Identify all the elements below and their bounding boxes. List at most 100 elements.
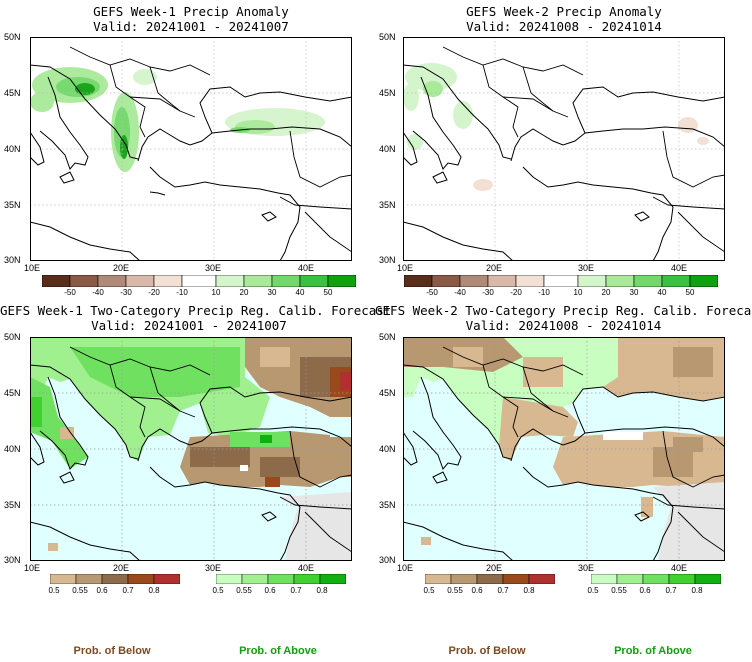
panel1-ytick-35n: 35N (4, 200, 21, 210)
cb4b-label: 0.6 (471, 586, 483, 595)
cb3a-label: 0.6 (264, 586, 276, 595)
cb3a-seg (241, 574, 269, 584)
cb1-seg (97, 275, 127, 287)
panel1-title-line1: GEFS Week-1 Precip Anomaly (93, 4, 289, 19)
panel1-map (30, 37, 352, 261)
panel2-ytick-30n: 30N (379, 255, 396, 265)
panel4-ytick-30n: 30N (379, 555, 396, 565)
cb2-seg (689, 275, 718, 287)
cb3b-seg (101, 574, 129, 584)
cb1-seg (42, 275, 71, 287)
panel1-ytick-45n: 45N (4, 88, 21, 98)
cb1-label: -40 (92, 288, 104, 297)
panel3-title-line1: GEFS Week-1 Two-Category Precip Reg. Cal… (0, 303, 392, 318)
cb3b-seg (75, 574, 103, 584)
cb4b-seg (502, 574, 530, 584)
cb2-seg (487, 275, 517, 287)
panel4-title: GEFS Week-2 Two-Category Precip Reg. Cal… (375, 303, 752, 333)
cb2-label: -10 (538, 288, 550, 297)
panel1-xtick-30e: 30E (205, 263, 222, 273)
panel4-xtick-30e: 30E (578, 563, 595, 573)
cb3a-seg (216, 574, 243, 584)
cb2-label: -20 (510, 288, 522, 297)
cb4b-label: 0.55 (447, 586, 463, 595)
cb3b-label: 0.6 (96, 586, 108, 595)
panel3-ytick-45n: 45N (4, 388, 21, 398)
cb4b-seg (425, 574, 452, 584)
cb4a-seg (616, 574, 644, 584)
panel4-prob-below-caption: Prob. of Below (448, 645, 526, 657)
panel4-xtick-40e: 40E (671, 563, 688, 573)
panel3-borders (69, 346, 352, 553)
cb4b-seg (450, 574, 478, 584)
cb1-label: 20 (239, 288, 249, 297)
cb1-seg (181, 275, 217, 287)
panel4-coastlines (403, 364, 725, 561)
cb1-seg (299, 275, 329, 287)
panel1-ytick-30n: 30N (4, 255, 21, 265)
panel3-ytick-40n: 40N (4, 444, 21, 454)
panel2-xtick-40e: 40E (671, 263, 688, 273)
panel2-xtick-30e: 30E (578, 263, 595, 273)
cb2-seg (543, 275, 579, 287)
cb3b-seg (153, 574, 180, 584)
panel2-ytick-35n: 35N (379, 200, 396, 210)
cb4a-label: 0.7 (665, 586, 677, 595)
panel2-title-line1: GEFS Week-2 Precip Anomaly (466, 4, 662, 19)
cb3b-seg (50, 574, 77, 584)
cb4a-seg (591, 574, 618, 584)
panel4-xtick-10e: 10E (397, 563, 414, 573)
panel3-coastlines (30, 364, 352, 561)
panel1-title: GEFS Week-1 Precip Anomaly Valid: 202410… (30, 4, 352, 34)
cb4a-seg (694, 574, 721, 584)
cb2-label: 40 (657, 288, 667, 297)
cb2-label: -30 (482, 288, 494, 297)
panel4-map (403, 337, 725, 561)
panel3-title: GEFS Week-1 Two-Category Precip Reg. Cal… (0, 303, 392, 333)
panel3-title-line2: Valid: 20241001 - 20241007 (91, 318, 287, 333)
cb3a-label: 0.7 (290, 586, 302, 595)
cb2-label: 50 (685, 288, 695, 297)
panel2-ytick-40n: 40N (379, 144, 396, 154)
cb1-seg (153, 275, 183, 287)
panel3-prob-above-caption: Prob. of Above (239, 645, 317, 657)
panel3-xtick-40e: 40E (298, 563, 315, 573)
panel3-above-colorbar (216, 574, 346, 584)
cb4a-label: 0.5 (587, 586, 599, 595)
cb1-label: -20 (148, 288, 160, 297)
cb2-label: 10 (573, 288, 583, 297)
cb4a-label: 0.8 (691, 586, 703, 595)
cb2-seg (577, 275, 607, 287)
cb2-seg (661, 275, 691, 287)
cb2-seg (633, 275, 663, 287)
panel3-map (30, 337, 352, 561)
cb2-label: 30 (629, 288, 639, 297)
cb1-seg (215, 275, 245, 287)
panel4-borders (442, 346, 725, 553)
cb4b-label: 0.5 (423, 586, 435, 595)
cb1-seg (69, 275, 99, 287)
cb2-seg (431, 275, 461, 287)
panel4-title-line1: GEFS Week-2 Two-Category Precip Reg. Cal… (375, 303, 752, 318)
panel3-xtick-30e: 30E (205, 563, 222, 573)
panel1-xtick-40e: 40E (298, 263, 315, 273)
cb4a-seg (642, 574, 670, 584)
panel1-coastlines (30, 64, 352, 261)
cb4b-seg (528, 574, 555, 584)
panel2-map (403, 37, 725, 261)
panel4-prob-above-caption: Prob. of Above (614, 645, 692, 657)
panel3-ytick-35n: 35N (4, 500, 21, 510)
cb1-label: -50 (64, 288, 76, 297)
panel2-ytick-50n: 50N (379, 32, 396, 42)
panel3-xtick-20e: 20E (113, 563, 130, 573)
cb1-seg (125, 275, 155, 287)
cb3b-label: 0.7 (122, 586, 134, 595)
cb1-label: 50 (323, 288, 333, 297)
cb1-label: -30 (120, 288, 132, 297)
panel3-xtick-10e: 10E (24, 563, 41, 573)
panel2-title-line2: Valid: 20241008 - 20241014 (466, 19, 662, 34)
cb3a-seg (319, 574, 346, 584)
panel1-borders (69, 46, 352, 253)
cb3b-label: 0.55 (72, 586, 88, 595)
cb2-seg (404, 275, 433, 287)
